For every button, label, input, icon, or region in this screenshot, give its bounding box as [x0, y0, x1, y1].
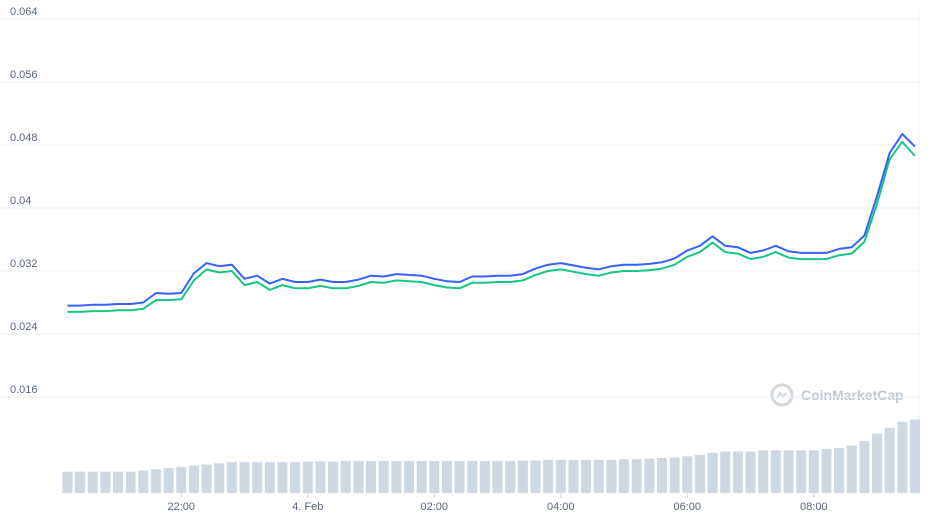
volume-bar — [897, 421, 908, 493]
volume-bar — [568, 459, 579, 493]
volume-bar — [859, 440, 870, 493]
volume-bar — [872, 433, 883, 493]
y-tick-label: 0.048 — [10, 132, 38, 144]
volume-bar — [277, 462, 288, 493]
volume-bar — [479, 461, 490, 493]
volume-bar — [340, 461, 351, 493]
volume-bar — [732, 451, 743, 493]
y-tick-label: 0.064 — [10, 6, 38, 18]
volume-bar — [644, 458, 655, 493]
volume-bar — [290, 462, 301, 493]
volume-bar — [87, 471, 98, 493]
volume-bar — [694, 455, 705, 493]
y-tick-label: 0.032 — [10, 258, 38, 270]
x-tick-label: 02:00 — [421, 501, 449, 513]
volume-bar — [441, 461, 452, 493]
volume-bar — [176, 466, 187, 493]
price-line — [67, 140, 916, 313]
volume-bar — [834, 447, 845, 493]
volume-bar — [770, 450, 781, 493]
volume-bar — [720, 451, 731, 493]
y-tick-label: 0.04 — [10, 195, 31, 207]
volume-bar — [302, 461, 313, 493]
volume-bar — [100, 471, 111, 493]
volume-bar — [808, 450, 819, 493]
volume-bar — [264, 462, 275, 493]
y-tick-label: 0.056 — [10, 69, 38, 81]
volume-bar — [581, 459, 592, 493]
volume-bar — [201, 464, 212, 493]
volume-bar — [353, 461, 364, 493]
volume-bar — [593, 459, 604, 493]
watermark-logo — [770, 383, 794, 407]
volume-bar — [505, 461, 516, 493]
volume-bar — [707, 452, 718, 493]
volume-bar — [429, 461, 440, 493]
x-tick-label: 04:00 — [547, 501, 575, 513]
volume-bar — [669, 457, 680, 493]
volume-bar — [252, 462, 263, 493]
volume-bar — [239, 462, 250, 493]
volume-bar — [796, 450, 807, 493]
volume-bar — [125, 471, 136, 493]
volume-bar — [884, 427, 895, 493]
x-tick-label: 22:00 — [168, 501, 196, 513]
volume-bar — [758, 450, 769, 493]
y-tick-label: 0.024 — [10, 321, 38, 333]
price-line — [67, 133, 916, 307]
volume-bar — [214, 463, 225, 493]
volume-bar — [163, 468, 174, 493]
volume-bar — [631, 459, 642, 493]
volume-bar — [391, 461, 402, 493]
volume-bar — [846, 445, 857, 493]
volume-bar — [530, 460, 541, 493]
plot: 0.016 0.024 0.032 0.04 0.048 0.056 0.064 22:00 4… — [0, 6, 921, 513]
volume-bar — [454, 461, 465, 493]
volume-bar — [619, 459, 630, 493]
y-tick-label: 0.016 — [10, 384, 38, 396]
volume-bar — [467, 461, 478, 493]
volume-bar — [416, 461, 427, 493]
volume-bar — [62, 471, 73, 493]
watermark: CoinMarketCap — [801, 387, 904, 403]
volume-bar — [783, 450, 794, 493]
volume-bar — [328, 461, 339, 493]
volume-bar — [656, 457, 668, 493]
volume-bar — [113, 471, 124, 493]
volume-bar — [745, 451, 756, 493]
volume-bar — [315, 461, 326, 493]
volume-bar — [543, 459, 554, 493]
volume-bar — [150, 469, 161, 493]
volume-bar — [555, 459, 566, 493]
volume-bar — [821, 449, 832, 493]
volume-bar — [75, 471, 86, 493]
volume-bar — [682, 456, 693, 493]
x-tick-label: 06:00 — [674, 501, 702, 513]
volume-bar — [138, 470, 149, 493]
volume-bar — [403, 461, 414, 493]
volume-bar — [492, 461, 503, 493]
volume-bar — [366, 461, 377, 493]
volume-bar — [226, 462, 237, 493]
volume-bar — [378, 461, 389, 493]
volume-bar — [517, 460, 528, 493]
x-tick-label: 4. Feb — [292, 501, 323, 513]
volume-bar — [188, 465, 199, 493]
x-tick-label: 08:00 — [800, 501, 828, 513]
volume-bar — [909, 419, 921, 493]
volume-bar — [606, 459, 617, 493]
